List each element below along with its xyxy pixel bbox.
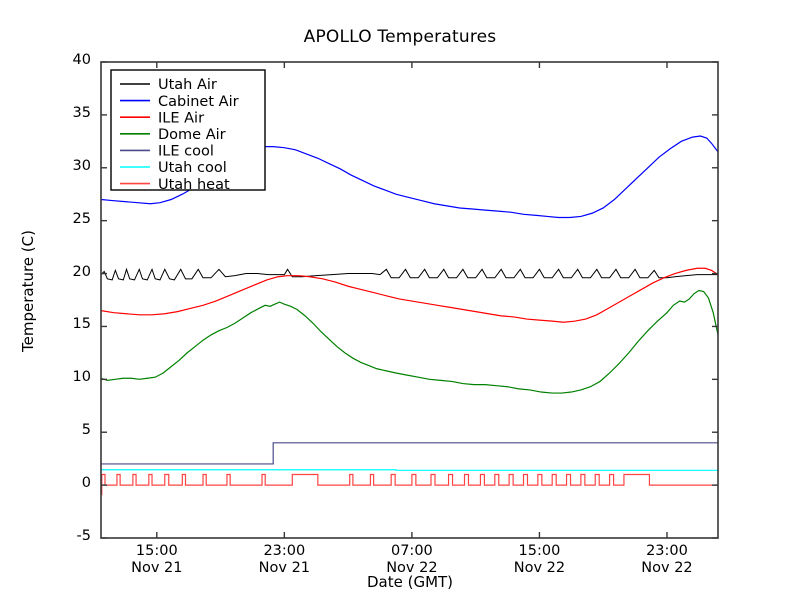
tick-layer xyxy=(101,61,718,539)
x-tick-date: Nov 22 xyxy=(513,560,566,576)
legend-label-utah-heat: Utah heat xyxy=(158,177,230,193)
x-tick-label: 15:00 Nov 22 xyxy=(494,543,584,577)
y-tick-label: 35 xyxy=(72,104,91,121)
series-line-dome-air xyxy=(101,289,718,394)
y-tick-label: 15 xyxy=(72,316,91,333)
legend-label-dome-air: Dome Air xyxy=(158,127,226,143)
x-tick-time: 23:00 xyxy=(263,543,306,559)
legend-label-utah-air: Utah Air xyxy=(158,77,217,93)
y-tick-label: 10 xyxy=(72,369,91,386)
legend-label-utah-cool: Utah cool xyxy=(158,160,227,176)
x-tick-date: Nov 21 xyxy=(131,560,183,576)
y-tick-label: 20 xyxy=(72,263,91,280)
legend-label-ile-air: ILE Air xyxy=(158,110,204,126)
x-tick-label: 23:00 Nov 22 xyxy=(622,543,712,577)
series-line-utah-heat xyxy=(101,473,718,496)
y-tick-label: 0 xyxy=(81,475,91,492)
x-tick-label: 23:00 Nov 21 xyxy=(239,543,329,577)
series-line-ile-air xyxy=(101,267,718,323)
x-axis-label: Date (GMT) xyxy=(366,573,454,591)
series-line-utah-air xyxy=(101,267,718,281)
x-tick-date: Nov 22 xyxy=(386,560,438,576)
y-tick-label: 30 xyxy=(72,157,91,174)
legend-label-ile-cool: ILE cool xyxy=(158,144,214,160)
series-line-ile-cool xyxy=(101,442,718,465)
x-tick-date: Nov 21 xyxy=(258,560,311,576)
legend-label-cabinet-air: Cabinet Air xyxy=(158,94,239,110)
y-tick-label: 5 xyxy=(81,422,91,439)
x-tick-time: 15:00 xyxy=(518,543,561,559)
x-tick-time: 23:00 xyxy=(646,543,688,559)
y-tick-label: 25 xyxy=(72,210,91,227)
x-tick-time: 07:00 xyxy=(390,543,433,559)
series-line-utah-cool xyxy=(101,469,718,471)
x-tick-date: Nov 22 xyxy=(641,560,693,576)
x-tick-time: 15:00 xyxy=(135,543,178,559)
x-tick-label: 07:00 Nov 22 xyxy=(367,543,457,577)
y-tick-label: -5 xyxy=(76,528,91,544)
series-layer xyxy=(101,135,718,496)
page-title: APOLLO Temperatures xyxy=(303,27,497,47)
axis-frame xyxy=(100,61,719,539)
x-tick-label: 15:00 Nov 21 xyxy=(112,543,202,577)
y-tick-label: 40 xyxy=(72,52,91,68)
